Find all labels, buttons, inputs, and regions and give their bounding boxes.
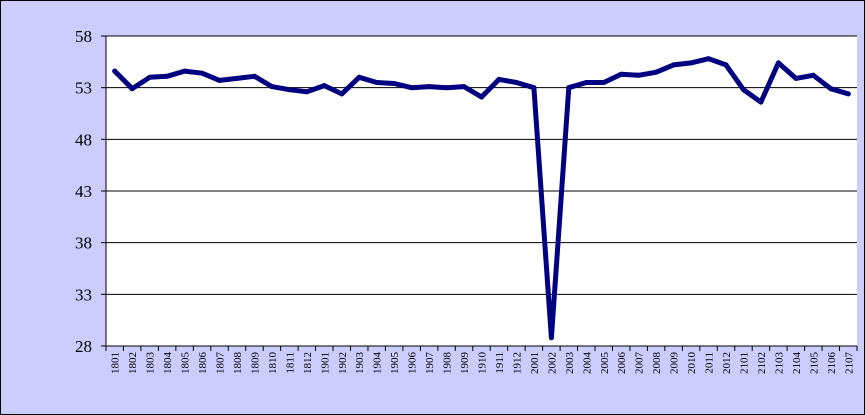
data-point [513, 80, 519, 85]
x-tick-label: 2101 [738, 352, 750, 374]
data-point [618, 71, 624, 77]
x-tick-label: 1908 [442, 352, 454, 375]
data-point [304, 89, 310, 95]
x-tick-label: 2103 [773, 352, 785, 375]
x-tick-label: 2007 [634, 352, 646, 375]
x-tick-label: 2010 [686, 352, 698, 375]
y-axis-ticks: 58 53 48 43 38 33 28 [75, 27, 106, 356]
x-tick-label: 2106 [826, 352, 838, 375]
x-tick-label: 1810 [267, 352, 279, 375]
data-point [164, 73, 170, 79]
data-point [723, 62, 729, 68]
x-tick-label: 2001 [529, 352, 541, 374]
x-tick-label: 2002 [546, 352, 558, 374]
y-tick-label: 43 [75, 182, 92, 201]
data-point [496, 76, 502, 82]
data-point [251, 73, 257, 79]
data-point [583, 80, 589, 85]
data-point [391, 81, 397, 87]
x-tick-label: 1803 [145, 352, 157, 375]
y-tick-label: 28 [75, 337, 92, 356]
x-tick-label: 2107 [843, 352, 855, 375]
x-tick-label: 1906 [407, 352, 419, 375]
data-point [199, 70, 205, 76]
x-tick-label: 1809 [249, 352, 261, 375]
data-point [740, 87, 746, 93]
data-point [286, 87, 292, 93]
x-tick-label: 1909 [459, 352, 471, 375]
data-point [671, 62, 677, 68]
x-tick-label: 1903 [354, 352, 366, 375]
x-tick-label: 1807 [215, 352, 227, 375]
x-tick-label: 1910 [477, 352, 489, 375]
y-tick-label: 53 [75, 79, 92, 98]
data-point [426, 84, 432, 90]
data-point [339, 91, 345, 97]
data-point [234, 75, 240, 81]
x-tick-label: 2011 [704, 352, 716, 374]
x-tick-label: 1912 [511, 352, 523, 374]
data-point [548, 335, 554, 341]
x-tick-label: 1811 [284, 352, 296, 374]
data-point [636, 72, 642, 78]
y-tick-label: 38 [75, 234, 92, 253]
x-tick-label: 2006 [616, 352, 628, 375]
x-tick-label: 1901 [319, 352, 331, 374]
x-tick-label: 2008 [651, 352, 663, 375]
y-tick-label: 58 [75, 27, 92, 46]
data-point [531, 85, 537, 91]
data-point [217, 77, 223, 83]
data-point [461, 84, 467, 90]
x-tick-label: 1911 [494, 352, 506, 374]
x-tick-label: 2004 [581, 352, 593, 375]
grid-lines [105, 35, 857, 347]
data-point [321, 83, 327, 89]
x-tick-label: 2003 [564, 352, 576, 375]
x-tick-label: 1806 [197, 352, 209, 375]
data-point [409, 85, 415, 91]
series-group [112, 56, 851, 341]
x-axis-ticks: 1801 1802 1803 1804 1805 1806 1807 1808 1809 1810… [105, 346, 858, 375]
x-tick-label: 1904 [372, 352, 384, 375]
data-point [112, 68, 118, 74]
data-point [653, 69, 659, 75]
y-tick-label: 48 [75, 130, 92, 149]
data-point [688, 60, 694, 66]
data-point [566, 85, 572, 91]
x-tick-label: 1802 [127, 352, 139, 374]
data-point [147, 74, 153, 80]
x-tick-label: 1812 [302, 352, 314, 374]
data-point [793, 75, 799, 81]
data-point [706, 56, 712, 62]
x-tick-label: 1801 [110, 352, 122, 374]
data-point [828, 86, 834, 92]
x-tick-label: 1907 [424, 352, 436, 375]
data-point [758, 99, 764, 105]
x-tick-label: 1808 [232, 352, 244, 375]
x-tick-label: 1905 [389, 352, 401, 375]
data-point [269, 84, 275, 90]
data-point [775, 60, 781, 66]
data-point [444, 85, 450, 91]
data-point [182, 68, 188, 74]
x-tick-label: 1805 [180, 352, 192, 375]
data-point [601, 80, 607, 85]
data-point [810, 72, 816, 78]
x-tick-label: 1804 [162, 352, 174, 375]
data-point [356, 74, 362, 80]
data-point [374, 80, 380, 85]
x-tick-label: 2102 [756, 352, 768, 374]
x-tick-label: 2005 [599, 352, 611, 375]
data-point [479, 94, 484, 100]
y-tick-label: 33 [75, 285, 92, 304]
x-tick-label: 2104 [791, 352, 803, 375]
x-tick-label: 2009 [669, 352, 681, 375]
x-tick-label: 2105 [808, 352, 820, 375]
x-tick-label: 1902 [337, 352, 349, 374]
data-point [845, 91, 851, 97]
x-tick-label: 2012 [721, 352, 733, 374]
data-point [129, 86, 135, 92]
